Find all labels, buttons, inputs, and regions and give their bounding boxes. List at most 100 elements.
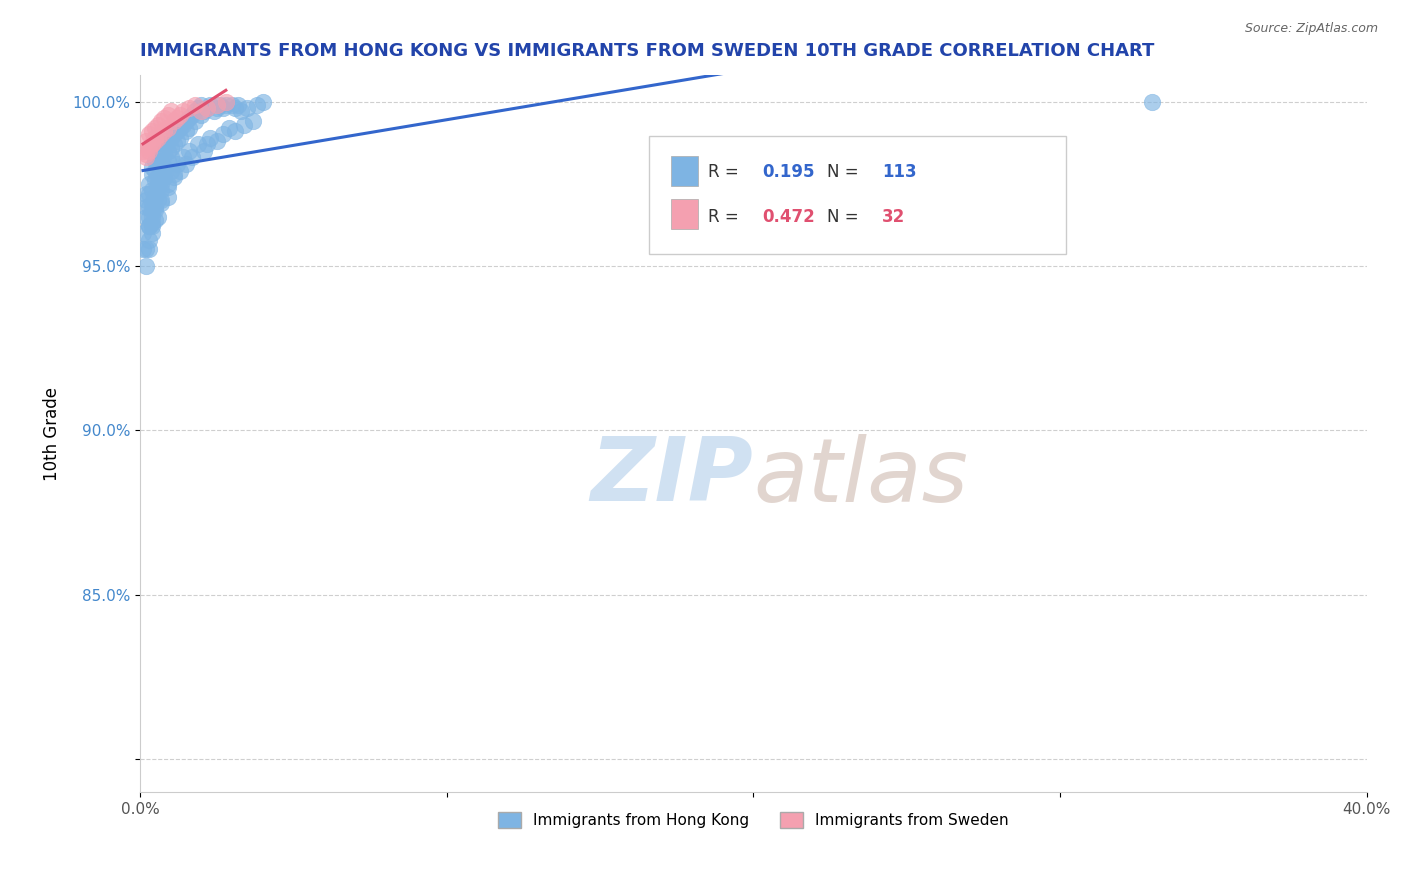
Point bbox=[156, 144, 179, 158]
Text: IMMIGRANTS FROM HONG KONG VS IMMIGRANTS FROM SWEDEN 10TH GRADE CORRELATION CHART: IMMIGRANTS FROM HONG KONG VS IMMIGRANTS … bbox=[141, 42, 1154, 60]
Point bbox=[190, 104, 212, 119]
Point bbox=[200, 130, 222, 145]
Point bbox=[174, 124, 197, 138]
Point bbox=[132, 144, 155, 158]
Point bbox=[174, 114, 197, 128]
Point bbox=[141, 226, 163, 240]
Point bbox=[143, 202, 166, 217]
Point bbox=[202, 104, 225, 119]
Point bbox=[156, 120, 179, 135]
Point bbox=[156, 153, 179, 168]
Point bbox=[224, 101, 246, 115]
Point bbox=[166, 111, 188, 125]
Point bbox=[187, 137, 209, 152]
Point bbox=[181, 150, 204, 164]
Point bbox=[221, 97, 243, 112]
Point bbox=[143, 134, 166, 148]
Point bbox=[138, 210, 160, 224]
Point bbox=[150, 114, 173, 128]
Point bbox=[135, 210, 157, 224]
Point bbox=[138, 177, 160, 191]
Point bbox=[138, 219, 160, 234]
Point bbox=[138, 186, 160, 201]
Point bbox=[148, 130, 170, 145]
Point bbox=[184, 114, 207, 128]
Point bbox=[141, 196, 163, 211]
Point bbox=[143, 173, 166, 187]
Point bbox=[233, 118, 256, 132]
Point bbox=[197, 101, 219, 115]
Point bbox=[150, 177, 173, 191]
Point bbox=[226, 97, 249, 112]
Point bbox=[143, 153, 166, 168]
Point bbox=[177, 120, 200, 135]
Point bbox=[143, 212, 166, 227]
Point bbox=[150, 193, 173, 207]
Point bbox=[181, 108, 204, 122]
Point bbox=[135, 147, 157, 161]
Point bbox=[148, 177, 170, 191]
Point bbox=[159, 140, 181, 154]
Point bbox=[169, 108, 191, 122]
Point bbox=[169, 120, 191, 135]
Point bbox=[215, 95, 238, 109]
Text: atlas: atlas bbox=[754, 434, 969, 519]
Point bbox=[190, 97, 212, 112]
Point bbox=[177, 144, 200, 158]
Point bbox=[132, 226, 155, 240]
Y-axis label: 10th Grade: 10th Grade bbox=[44, 386, 60, 481]
Point bbox=[159, 150, 181, 164]
Point bbox=[1140, 95, 1163, 109]
Point bbox=[148, 210, 170, 224]
Point bbox=[148, 147, 170, 161]
Point bbox=[153, 170, 176, 185]
Point bbox=[166, 157, 188, 171]
Point bbox=[200, 97, 222, 112]
Point bbox=[159, 163, 181, 178]
Point bbox=[141, 124, 163, 138]
Point bbox=[163, 167, 186, 181]
Point bbox=[205, 97, 228, 112]
Text: 32: 32 bbox=[882, 208, 905, 227]
Text: 113: 113 bbox=[882, 163, 917, 181]
Text: Source: ZipAtlas.com: Source: ZipAtlas.com bbox=[1244, 22, 1378, 36]
Point bbox=[138, 219, 160, 234]
Point bbox=[156, 177, 179, 191]
Point bbox=[166, 124, 188, 138]
Point bbox=[138, 128, 160, 142]
Point bbox=[148, 170, 170, 185]
Point bbox=[138, 200, 160, 214]
Text: R =: R = bbox=[709, 163, 744, 181]
Point bbox=[156, 134, 179, 148]
Point bbox=[148, 118, 170, 132]
Point bbox=[138, 140, 160, 154]
Point bbox=[153, 161, 176, 175]
Point bbox=[141, 219, 163, 234]
Point bbox=[150, 153, 173, 168]
Point bbox=[135, 200, 157, 214]
Point bbox=[193, 144, 215, 158]
Point bbox=[153, 124, 176, 138]
Point bbox=[172, 150, 194, 164]
Point bbox=[156, 180, 179, 194]
Point bbox=[135, 193, 157, 207]
Point bbox=[150, 144, 173, 158]
Text: 0.195: 0.195 bbox=[762, 163, 814, 181]
Point bbox=[159, 104, 181, 119]
Point bbox=[159, 130, 181, 145]
Point bbox=[138, 233, 160, 247]
Point bbox=[141, 216, 163, 230]
Point bbox=[143, 163, 166, 178]
Point bbox=[150, 167, 173, 181]
Point bbox=[184, 104, 207, 119]
Point bbox=[174, 157, 197, 171]
Point bbox=[215, 97, 238, 112]
Point bbox=[148, 193, 170, 207]
FancyBboxPatch shape bbox=[650, 136, 1066, 254]
Bar bbox=[671, 199, 699, 229]
Point bbox=[193, 104, 215, 119]
Point bbox=[143, 200, 166, 214]
Point bbox=[190, 108, 212, 122]
Point bbox=[197, 137, 219, 152]
Point bbox=[156, 108, 179, 122]
